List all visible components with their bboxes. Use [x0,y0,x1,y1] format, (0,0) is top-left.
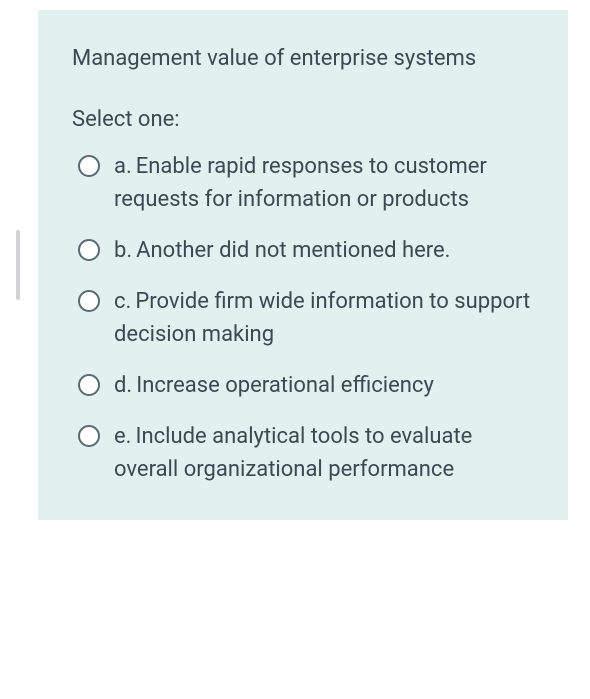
option-text: d.Increase operational efficiency [114,369,434,402]
option-e[interactable]: e.Include analytical tools to evaluate o… [78,420,534,486]
radio-icon[interactable] [78,425,100,447]
option-label: Provide firm wide information to support… [114,289,530,347]
radio-icon[interactable] [78,239,100,261]
question-card: Management value of enterprise systems S… [38,10,568,520]
radio-icon[interactable] [78,374,100,396]
prompt-label: Select one: [72,103,534,136]
option-letter: d. [114,373,132,398]
option-text: e.Include analytical tools to evaluate o… [114,420,534,486]
option-c[interactable]: c.Provide firm wide information to suppo… [78,285,534,351]
radio-icon[interactable] [78,290,100,312]
option-letter: c. [114,289,131,314]
radio-icon[interactable] [78,155,100,177]
options-list: a.Enable rapid responses to customer req… [72,150,534,486]
option-text: c.Provide firm wide information to suppo… [114,285,534,351]
option-letter: a. [114,154,132,179]
option-label: Increase operational efficiency [136,373,434,398]
option-label: Another did not mentioned here. [136,238,450,263]
option-a[interactable]: a.Enable rapid responses to customer req… [78,150,534,216]
option-label: Include analytical tools to evaluate ove… [114,424,472,482]
option-d[interactable]: d.Increase operational efficiency [78,369,534,402]
option-b[interactable]: b.Another did not mentioned here. [78,234,534,267]
option-text: a.Enable rapid responses to customer req… [114,150,534,216]
option-text: b.Another did not mentioned here. [114,234,450,267]
option-letter: b. [114,238,132,263]
scroll-indicator [16,230,20,300]
option-letter: e. [114,424,131,449]
option-label: Enable rapid responses to customer reque… [114,154,487,212]
question-text: Management value of enterprise systems [72,42,534,75]
